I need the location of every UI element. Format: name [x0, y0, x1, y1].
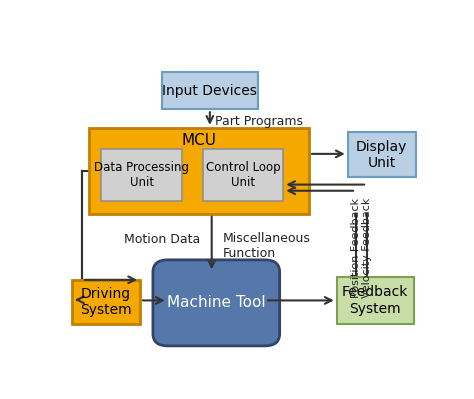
Text: Position Feedback: Position Feedback — [351, 198, 361, 298]
Text: Machine Tool: Machine Tool — [167, 295, 265, 310]
Text: Data Processing
Unit: Data Processing Unit — [94, 161, 190, 190]
Text: Control Loop
Unit: Control Loop Unit — [206, 161, 280, 190]
Text: Feedback
System: Feedback System — [342, 285, 409, 316]
Text: Miscellaneous
Function: Miscellaneous Function — [223, 232, 310, 260]
Text: Input Devices: Input Devices — [163, 84, 257, 98]
Text: Velocity Feedback: Velocity Feedback — [362, 198, 372, 298]
Text: Part Programs: Part Programs — [215, 115, 303, 128]
FancyBboxPatch shape — [101, 149, 182, 201]
FancyBboxPatch shape — [72, 280, 140, 324]
Text: MCU: MCU — [182, 132, 216, 148]
FancyBboxPatch shape — [337, 277, 414, 324]
FancyBboxPatch shape — [347, 132, 416, 177]
FancyBboxPatch shape — [153, 260, 280, 346]
Text: Motion Data: Motion Data — [124, 233, 200, 247]
Text: Display
Unit: Display Unit — [356, 140, 407, 170]
FancyBboxPatch shape — [202, 149, 283, 201]
Text: Driving
System: Driving System — [80, 287, 132, 317]
FancyBboxPatch shape — [89, 128, 309, 214]
FancyBboxPatch shape — [162, 73, 258, 109]
